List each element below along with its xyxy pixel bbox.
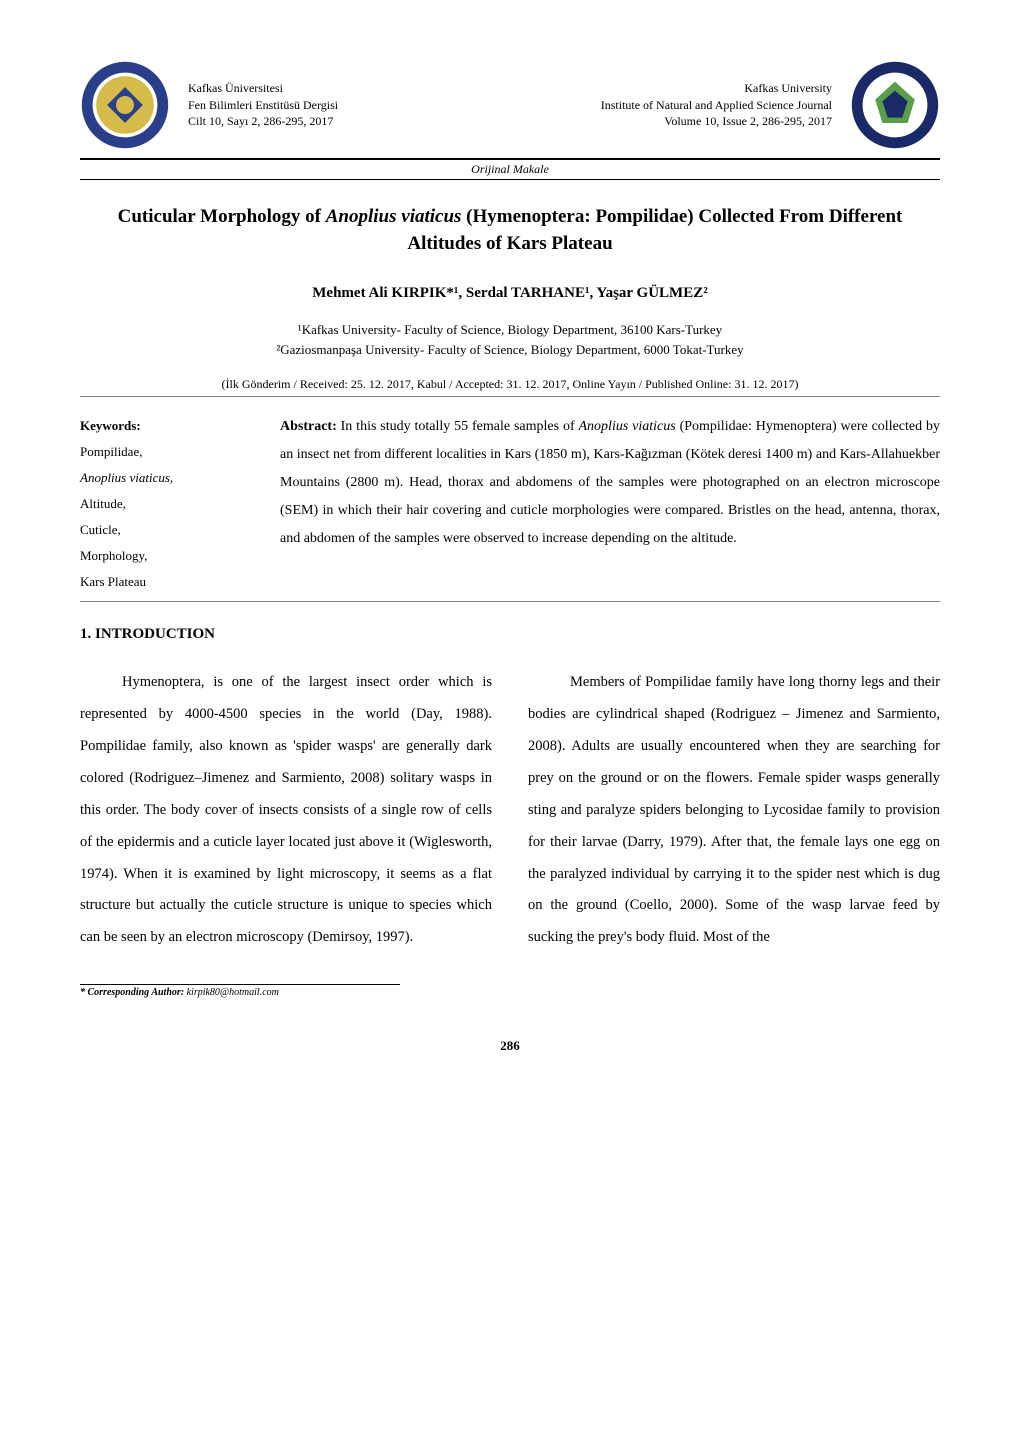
title-species: Anoplius viaticus <box>326 206 462 227</box>
publication-dates: (İlk Gönderim / Received: 25. 12. 2017, … <box>80 377 940 392</box>
keywords-column: Keywords: Pompilidae, Anoplius viaticus,… <box>80 413 250 595</box>
page-number: 286 <box>80 1038 940 1054</box>
keyword-item: Anoplius viaticus, <box>80 465 250 491</box>
volume-info-tr: Cilt 10, Sayı 2, 286-295, 2017 <box>188 113 338 130</box>
abstract-post: (Pompilidae: Hymenoptera) were collected… <box>280 419 940 546</box>
journal-meta-tr: Kafkas Üniversitesi Fen Bilimleri Enstit… <box>188 80 338 130</box>
journal-meta-en: Kafkas University Institute of Natural a… <box>601 80 832 130</box>
institute-logo-right <box>850 60 940 150</box>
journal-subtitle-tr: Fen Bilimleri Enstitüsü Dergisi <box>188 97 338 114</box>
title-post: (Hymenoptera: Pompilidae) Collected From… <box>407 206 902 254</box>
corresponding-author-footnote: * Corresponding Author: kirpik80@hotmail… <box>80 987 940 998</box>
dates-rule <box>80 396 940 397</box>
keyword-item: Altitude, <box>80 491 250 517</box>
body-paragraph: Hymenoptera, is one of the largest insec… <box>80 667 492 954</box>
affiliations-block: ¹Kafkas University- Faculty of Science, … <box>80 320 940 359</box>
keyword-item: Morphology, <box>80 543 250 569</box>
journal-meta-block: Kafkas Üniversitesi Fen Bilimleri Enstit… <box>170 80 850 130</box>
abstract-heading: Abstract: <box>280 419 337 434</box>
article-type-label: Orijinal Makale <box>80 162 940 177</box>
body-two-column: Hymenoptera, is one of the largest insec… <box>80 667 940 954</box>
journal-name-en: Kafkas University <box>601 80 832 97</box>
keywords-heading: Keywords: <box>80 413 250 439</box>
abstract-column: Abstract: In this study totally 55 femal… <box>280 413 940 595</box>
paper-title: Cuticular Morphology of Anoplius viaticu… <box>80 204 940 257</box>
footnote-rule <box>80 984 400 985</box>
journal-subtitle-en: Institute of Natural and Applied Science… <box>601 97 832 114</box>
header-rule-top <box>80 158 940 160</box>
abstract-species: Anoplius viaticus <box>579 419 676 434</box>
title-pre: Cuticular Morphology of <box>118 206 326 227</box>
affiliation-1: ¹Kafkas University- Faculty of Science, … <box>80 320 940 340</box>
corr-email: kirpik80@hotmail.com <box>187 987 279 998</box>
university-logo-left <box>80 60 170 150</box>
corr-label: * Corresponding Author: <box>80 987 187 998</box>
journal-header: Kafkas Üniversitesi Fen Bilimleri Enstit… <box>80 60 940 150</box>
abstract-rule <box>80 601 940 602</box>
affiliation-2: ²Gaziosmanpaşa University- Faculty of Sc… <box>80 340 940 360</box>
body-paragraph: Members of Pompilidae family have long t… <box>528 667 940 954</box>
volume-info-en: Volume 10, Issue 2, 286-295, 2017 <box>601 113 832 130</box>
authors-line: Mehmet Ali KIRPIK*¹, Serdal TARHANE¹, Ya… <box>80 285 940 302</box>
header-rule-bottom <box>80 179 940 180</box>
keyword-item: Pompilidae, <box>80 439 250 465</box>
keyword-item: Kars Plateau <box>80 569 250 595</box>
keyword-item: Cuticle, <box>80 517 250 543</box>
section-heading-intro: 1. INTRODUCTION <box>80 626 940 643</box>
journal-name-tr: Kafkas Üniversitesi <box>188 80 338 97</box>
abstract-keywords-row: Keywords: Pompilidae, Anoplius viaticus,… <box>80 413 940 595</box>
abstract-pre: In this study totally 55 female samples … <box>337 419 579 434</box>
